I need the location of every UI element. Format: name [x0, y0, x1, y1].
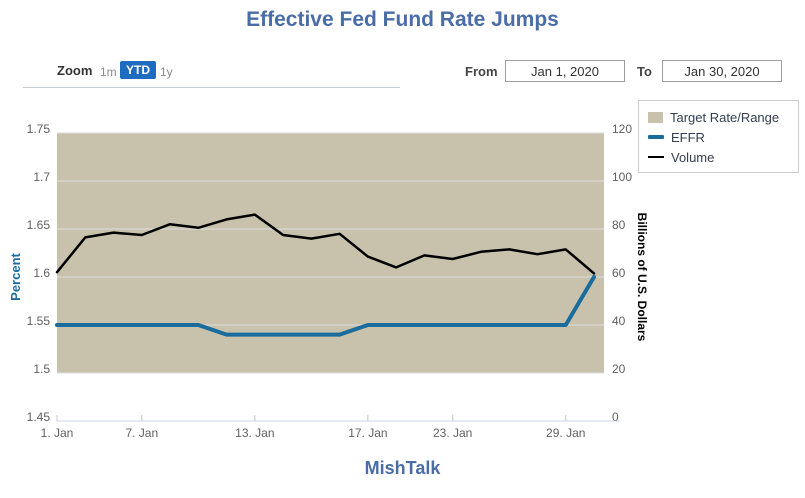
volume-line: [55, 213, 596, 275]
right-axis-tick-label: 40: [612, 314, 626, 328]
left-axis-tick-label: 1.7: [33, 170, 50, 184]
chart-credit: MishTalk: [364, 458, 441, 478]
legend-item-label: Target Rate/Range: [670, 109, 780, 125]
chart-legend: Target Rate/Range EFFR Volume: [638, 100, 799, 173]
legend-item-volume[interactable]: Volume: [648, 147, 798, 167]
range-selector-divider: [23, 87, 400, 88]
legend-item-effr[interactable]: EFFR: [648, 127, 798, 147]
legend-item-target-range[interactable]: Target Rate/Range: [648, 107, 798, 127]
zoom-1m-button[interactable]: 1m: [100, 65, 117, 79]
chart-title: Effective Fed Fund Rate Jumps: [246, 8, 559, 31]
right-axis-tick-label: 80: [612, 218, 626, 232]
left-axis-tick-label: 1.55: [27, 314, 51, 328]
right-axis-tick-label: 120: [612, 122, 632, 136]
legend-item-label: Volume: [671, 149, 715, 165]
zoom-ytd-button[interactable]: YTD: [120, 61, 156, 79]
left-axis-tick-label: 1.6: [33, 266, 50, 280]
right-axis-tick-label: 60: [612, 266, 626, 280]
plot-area[interactable]: [57, 133, 604, 421]
to-date-input[interactable]: [662, 60, 782, 82]
x-axis-tick-label: 1. Jan: [41, 426, 74, 440]
zoom-1y-button[interactable]: 1y: [160, 65, 173, 79]
right-axis-title: Billions of U.S. Dollars: [635, 213, 649, 342]
left-axis-tick-label: 1.45: [27, 410, 51, 424]
left-axis-tick-label: 1.5: [33, 362, 50, 376]
left-axis-title: Percent: [8, 252, 23, 300]
from-label: From: [465, 64, 498, 79]
right-axis-tick-label: 100: [612, 170, 632, 184]
target-range-swatch-icon: [648, 111, 663, 123]
left-axis-tick-label: 1.65: [27, 218, 51, 232]
effr-line-swatch-icon: [648, 135, 664, 139]
effr-line: [55, 275, 596, 337]
left-axis-tick-label: 1.75: [27, 122, 51, 136]
x-axis-tick-label: 23. Jan: [433, 426, 472, 440]
x-axis-tick-label: 29. Jan: [546, 426, 585, 440]
zoom-label: Zoom: [57, 63, 93, 78]
legend-item-label: EFFR: [671, 129, 705, 145]
right-axis-tick-label: 0: [612, 410, 619, 424]
volume-line-swatch-icon: [648, 156, 664, 158]
right-axis-tick-label: 20: [612, 362, 626, 376]
x-axis-tick-label: 13. Jan: [235, 426, 274, 440]
x-axis-tick-label: 17. Jan: [348, 426, 387, 440]
x-axis-tick-label: 7. Jan: [125, 426, 158, 440]
to-label: To: [637, 64, 652, 79]
from-date-input[interactable]: [505, 60, 625, 82]
